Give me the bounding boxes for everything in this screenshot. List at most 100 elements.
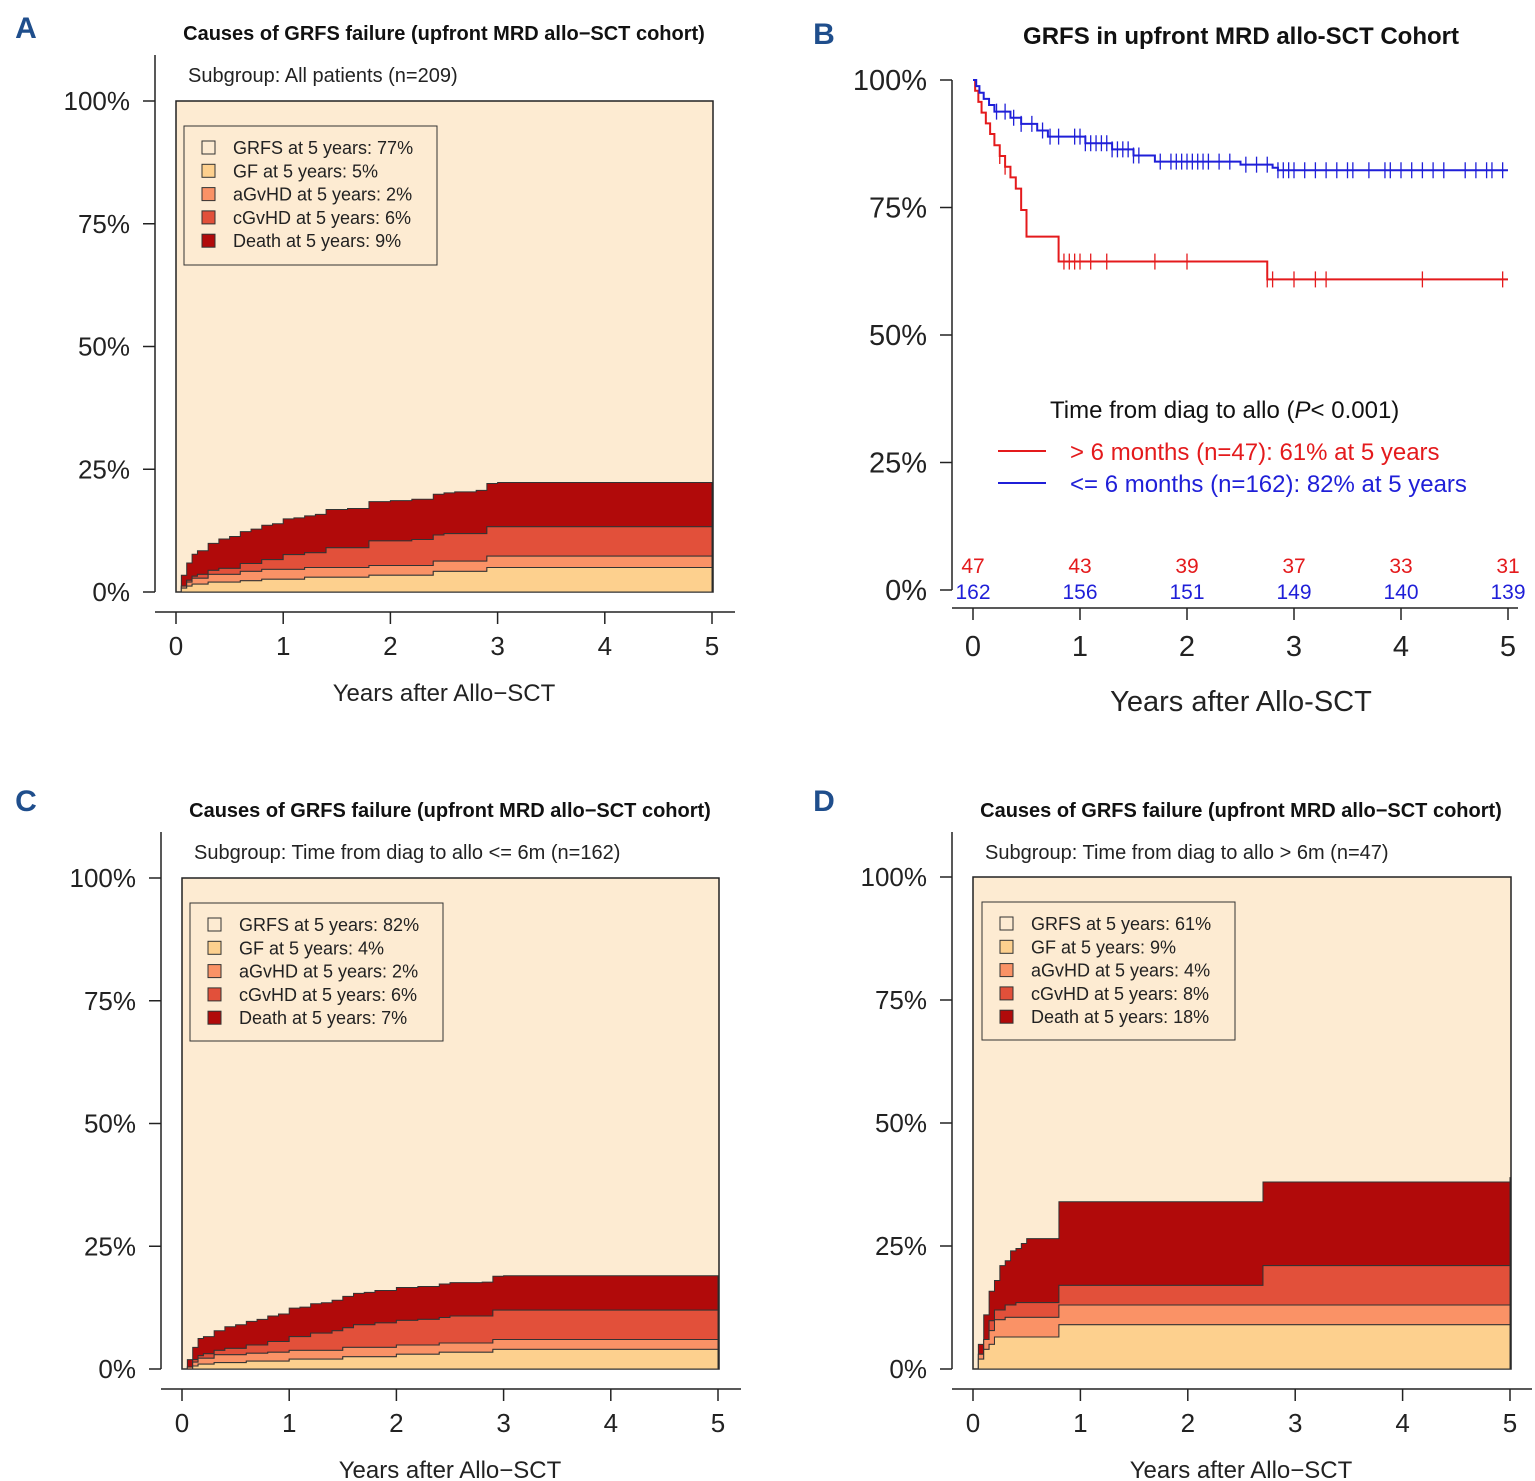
legend-entry: GRFS at 5 years: 77% [233, 138, 413, 158]
legend-swatch [999, 986, 1014, 1001]
x-tick-label: 2 [389, 1408, 403, 1438]
x-tick-label: 4 [1393, 631, 1409, 663]
x-tick-label: 0 [175, 1408, 189, 1438]
panel-letter: A [15, 12, 37, 45]
at-risk-count: 162 [955, 581, 990, 604]
legend-swatch [999, 939, 1014, 954]
legend-entry: GRFS at 5 years: 82% [239, 915, 419, 935]
panel-a: A Causes of GRFS failure (upfront MRD all… [15, 12, 735, 707]
panel-d: D Causes of GRFS failure (upfront MRD all… [813, 785, 1532, 1481]
y-tick-label: 100% [861, 862, 928, 892]
legend-swatch [207, 987, 222, 1002]
x-tick-label: 5 [1500, 631, 1516, 663]
x-tick-label: 3 [1288, 1408, 1302, 1438]
at-risk-count: 149 [1276, 581, 1311, 604]
at-risk-count: 140 [1383, 581, 1418, 604]
chart-subtitle: Subgroup: Time from diag to allo > 6m (n… [985, 842, 1389, 864]
km-curve [973, 79, 1508, 281]
y-tick-label: 100% [70, 863, 137, 893]
x-tick-label: 1 [282, 1408, 296, 1438]
legend-box [189, 902, 444, 1042]
x-tick-label: 2 [383, 631, 397, 661]
y-tick-label: 25% [875, 1231, 927, 1261]
x-tick-label: 3 [496, 1408, 510, 1438]
panels: A Causes of GRFS failure (upfront MRD all… [15, 12, 1532, 1481]
y-tick-label: 75% [875, 985, 927, 1015]
x-tick-label: 5 [1503, 1408, 1517, 1438]
x-tick-label: 1 [1072, 631, 1088, 663]
legend-entry: cGvHD at 5 years: 6% [239, 985, 417, 1005]
y-tick-label: 0% [885, 575, 927, 607]
at-risk-count: 37 [1282, 555, 1305, 578]
legend-swatch [999, 963, 1014, 978]
x-tick-label: 4 [1395, 1408, 1409, 1438]
x-tick-label: 0 [169, 631, 183, 661]
x-tick-label: 0 [965, 631, 981, 663]
legend-entry: GF at 5 years: 9% [1031, 937, 1176, 957]
x-tick-label: 3 [490, 631, 504, 661]
x-tick-label: 2 [1179, 631, 1195, 663]
legend-title-p: P [1295, 397, 1311, 424]
x-tick-label: 1 [1073, 1408, 1087, 1438]
area-gf [182, 1348, 719, 1370]
chart-title: Causes of GRFS failure (upfront MRD allo… [183, 23, 705, 45]
y-tick-label: 0% [92, 577, 130, 607]
legend-entry: Death at 5 years: 9% [233, 231, 401, 251]
legend-entry: aGvHD at 5 years: 2% [233, 185, 412, 205]
at-risk-count: 43 [1068, 555, 1091, 578]
y-tick-label: 100% [64, 86, 131, 116]
legend-entry: > 6 months (n=47): 61% at 5 years [1070, 439, 1440, 466]
chart-title: Causes of GRFS failure (upfront MRD allo… [189, 800, 711, 822]
x-tick-label: 4 [598, 631, 612, 661]
legend-entry: aGvHD at 5 years: 4% [1031, 961, 1210, 981]
at-risk-count: 139 [1490, 581, 1525, 604]
y-tick-label: 75% [78, 209, 130, 239]
panel-b: B GRFS in upfront MRD allo-SCT Cohort0%25… [813, 18, 1525, 718]
km-series [973, 79, 1508, 288]
legend-swatch [201, 140, 216, 155]
legend-box [981, 901, 1236, 1041]
y-tick-label: 75% [84, 986, 136, 1016]
legend-entry: GRFS at 5 years: 61% [1031, 914, 1211, 934]
legend-entry: aGvHD at 5 years: 2% [239, 962, 418, 982]
chart-subtitle: Subgroup: All patients (n=209) [188, 65, 458, 87]
legend-swatch [207, 964, 222, 979]
at-risk-count: 151 [1169, 581, 1204, 604]
x-axis-label: Years after Allo-SCT [1110, 686, 1372, 718]
legend: Time from diag to allo (P< 0.001) > 6 mon… [998, 397, 1467, 498]
y-tick-label: 50% [84, 1109, 136, 1139]
y-tick-label: 75% [869, 193, 927, 225]
legend-box [183, 125, 438, 266]
y-tick-label: 50% [78, 332, 130, 362]
legend-swatch [207, 1010, 222, 1025]
at-risk-table: 47 162 43 156 39 151 37 149 33 140 31 139 [955, 555, 1525, 604]
legend-entry: GF at 5 years: 5% [233, 161, 378, 181]
x-tick-label: 2 [1181, 1408, 1195, 1438]
chart-subtitle: Subgroup: Time from diag to allo <= 6m (… [194, 842, 620, 864]
at-risk-count: 156 [1062, 581, 1097, 604]
y-tick-label: 50% [875, 1108, 927, 1138]
y-tick-label: 0% [98, 1354, 136, 1384]
legend-entry: GF at 5 years: 4% [239, 938, 384, 958]
legend-entry: Death at 5 years: 18% [1031, 1007, 1209, 1027]
legend-swatch [999, 1009, 1014, 1024]
at-risk-count: 39 [1175, 555, 1198, 578]
legend-entry: cGvHD at 5 years: 8% [1031, 984, 1209, 1004]
y-tick-label: 25% [78, 454, 130, 484]
panel-letter: C [15, 785, 37, 818]
legend-swatch [201, 233, 216, 248]
legend-entry: Death at 5 years: 7% [239, 1008, 407, 1028]
x-axis-label: Years after Allo−SCT [333, 680, 556, 707]
chart-title: GRFS in upfront MRD allo-SCT Cohort [1023, 23, 1459, 50]
legend-title: Time from diag to allo (P< 0.001) [1050, 397, 1399, 424]
legend: GRFS at 5 years: 82% GF at 5 years: 4% aGv… [189, 902, 444, 1042]
x-tick-label: 1 [276, 631, 290, 661]
x-tick-label: 5 [711, 1408, 725, 1438]
legend-swatch [201, 187, 216, 202]
at-risk-count: 33 [1389, 555, 1412, 578]
legend-swatch [999, 916, 1014, 931]
legend: GRFS at 5 years: 77% GF at 5 years: 5% aGv… [183, 125, 438, 266]
legend-swatch [207, 917, 222, 932]
legend-title-text: < 0.001) [1311, 397, 1400, 424]
